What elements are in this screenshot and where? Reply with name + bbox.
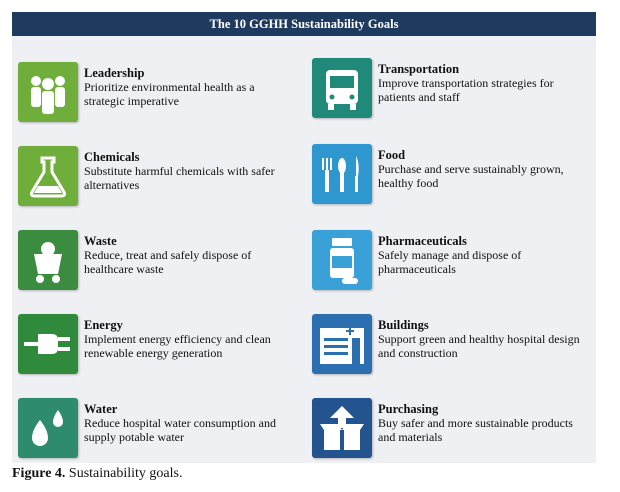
goal-buildings: Buildings Support green and healthy hosp…: [312, 314, 584, 376]
goal-description: Buy safer and more sustainable products …: [378, 416, 573, 444]
caption-label: Figure 4.: [12, 466, 66, 481]
goal-water: Water Reduce hospital water consumption …: [18, 398, 290, 460]
goal-title: Pharmaceuticals: [378, 234, 467, 248]
goal-food: Food Purchase and serve sustainably grow…: [312, 144, 584, 206]
goal-description: Purchase and serve sustainably grown, he…: [378, 162, 564, 190]
waste-cart-icon: [18, 230, 78, 290]
flask-icon: [18, 146, 78, 206]
goal-title: Chemicals: [84, 150, 140, 164]
panel-title: The 10 GGHH Sustainability Goals: [12, 12, 596, 36]
plug-icon: [18, 314, 78, 374]
goals-panel: The 10 GGHH Sustainability Goals Leaders…: [12, 12, 596, 463]
pill-bottle-icon: [312, 230, 372, 290]
goal-description: Safely manage and dispose of pharmaceuti…: [378, 248, 522, 276]
goal-description: Substitute harmful chemicals with safer …: [84, 164, 275, 192]
goal-title: Leadership: [84, 66, 145, 80]
goal-leadership: Leadership Prioritize environmental heal…: [18, 62, 290, 124]
goal-description: Improve transportation strategies for pa…: [378, 76, 554, 104]
goal-energy: Energy Implement energy efficiency and c…: [18, 314, 290, 376]
water-drops-icon: [18, 398, 78, 458]
caption-text: Sustainability goals.: [68, 466, 183, 481]
goal-title: Energy: [84, 318, 123, 332]
goal-title: Waste: [84, 234, 117, 248]
goal-title: Buildings: [378, 318, 429, 332]
goal-waste: Waste Reduce, treat and safely dispose o…: [18, 230, 290, 292]
goal-description: Reduce hospital water consumption and su…: [84, 416, 276, 444]
bus-icon: [312, 58, 372, 118]
goal-description: Support green and healthy hospital desig…: [378, 332, 580, 360]
hospital-building-icon: [312, 314, 372, 374]
goal-title: Food: [378, 148, 406, 162]
goal-description: Implement energy efficiency and clean re…: [84, 332, 271, 360]
box-icon: [312, 398, 372, 458]
leadership-icon: [18, 62, 78, 122]
goal-purchasing: Purchasing Buy safer and more sustainabl…: [312, 398, 584, 460]
goal-title: Water: [84, 402, 118, 416]
figure-caption: Figure 4. Sustainability goals.: [12, 465, 182, 483]
goal-chemicals: Chemicals Substitute harmful chemicals w…: [18, 146, 290, 208]
goal-pharmaceuticals: Pharmaceuticals Safely manage and dispos…: [312, 230, 584, 292]
cutlery-icon: [312, 144, 372, 204]
goal-description: Reduce, treat and safely dispose of heal…: [84, 248, 252, 276]
goal-transportation: Transportation Improve transportation st…: [312, 58, 584, 120]
goal-title: Purchasing: [378, 402, 439, 416]
goal-description: Prioritize environmental health as a str…: [84, 80, 255, 108]
goal-title: Transportation: [378, 62, 460, 76]
